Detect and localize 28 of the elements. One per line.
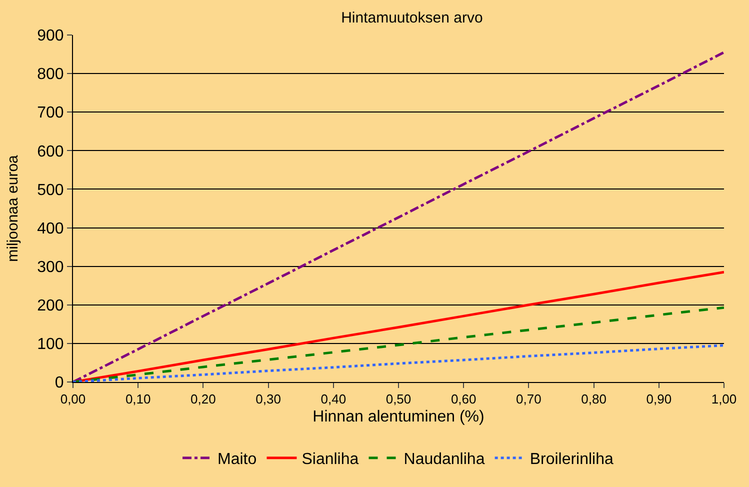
y-axis-title: miljoonaa euroa — [4, 154, 22, 262]
y-tick-label: 600 — [37, 143, 64, 160]
y-tick-label: 100 — [37, 336, 64, 354]
y-tick-label: 900 — [37, 28, 64, 45]
y-tick-label: 0 — [54, 374, 64, 392]
y-tick-label: 300 — [37, 258, 64, 276]
x-tick-label: 0,70 — [516, 392, 542, 407]
legend-label: Maito — [218, 451, 257, 468]
x-axis-title: Hinnan alentuminen (%) — [312, 408, 484, 426]
x-tick-label: 0,90 — [646, 392, 672, 407]
x-tick-label: 0,40 — [320, 392, 346, 407]
legend-label: Sianliha — [302, 451, 359, 468]
y-tick-label: 700 — [37, 104, 64, 122]
x-tick-label: 0,10 — [125, 392, 151, 407]
y-tick-label: 500 — [37, 182, 64, 199]
x-tick-label: 0,60 — [450, 392, 476, 407]
x-tick-label: 0,80 — [581, 392, 606, 407]
y-tick-label: 200 — [37, 297, 64, 314]
y-tick-label: 400 — [37, 220, 64, 238]
x-tick-label: 0,20 — [190, 392, 216, 407]
x-tick-label: 0,00 — [60, 392, 86, 407]
x-tick-label: 0,50 — [386, 392, 412, 407]
x-tick-label: 1,00 — [711, 392, 737, 407]
chart-title: Hintamuutoksen arvo — [341, 10, 483, 27]
legend-label: Naudanliha — [404, 451, 485, 468]
x-tick-label: 0,30 — [256, 392, 281, 407]
y-tick-label: 800 — [37, 66, 64, 84]
legend-label: Broilerinliha — [530, 451, 614, 468]
